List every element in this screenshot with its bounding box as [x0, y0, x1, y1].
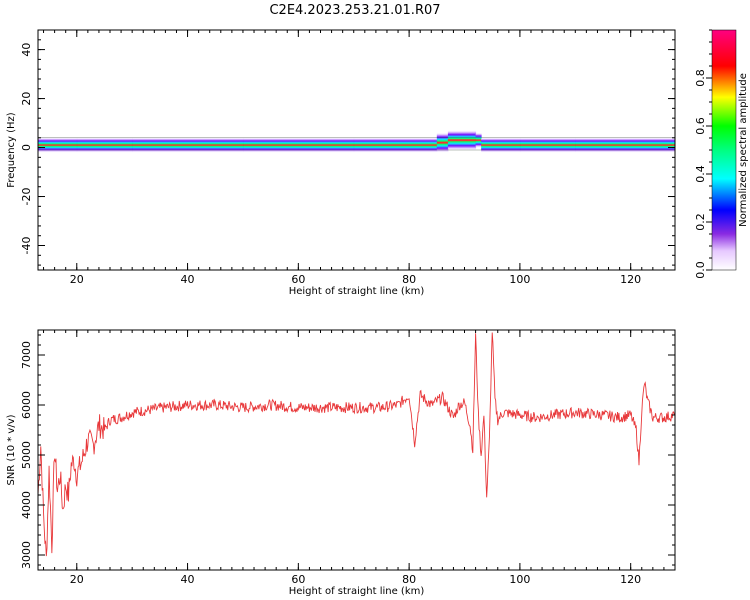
- y-tick-label: 40: [20, 43, 33, 57]
- x-tick-label: 80: [402, 273, 416, 286]
- figure-title: C2E4.2023.253.21.01.R07: [269, 3, 440, 18]
- spectral-band-segment: [76, 137, 133, 153]
- y-tick-label: 6000: [20, 391, 33, 419]
- y-tick-label: 4000: [20, 491, 33, 519]
- x-axis-label: Height of straight line (km): [289, 586, 425, 597]
- y-tick-label: 20: [20, 92, 33, 106]
- spectral-band-segment: [353, 137, 438, 153]
- x-tick-label: 80: [402, 573, 416, 586]
- x-tick-label: 20: [70, 573, 84, 586]
- colorbar-tick-label: 0.8: [694, 69, 707, 87]
- colorbar: 0.0 0.2 0.4 0.6 0.8 Normalized spectral ampli…: [694, 29, 749, 279]
- colorbar-gradient: [712, 30, 736, 270]
- spectral-band-segment: [519, 137, 576, 153]
- x-tick-label: 120: [620, 573, 641, 586]
- x-tick-label: 60: [291, 573, 305, 586]
- x-tick-label: 100: [509, 273, 530, 286]
- spectral-band-segment: [242, 137, 355, 153]
- y-tick-label: -40: [20, 237, 33, 255]
- colorbar-tick-label: 0.4: [694, 165, 707, 183]
- spectrogram-panel: 20 40 60 80 100 120 -40 -20 0 20 40 Height of strai…: [6, 29, 676, 297]
- x-tick-label: 60: [291, 273, 305, 286]
- x-axis-label: Height of straight line (km): [289, 286, 425, 297]
- y-tick-label: 5000: [20, 441, 33, 469]
- plot-frame: [37, 29, 676, 271]
- y-tick-label: 0: [20, 144, 33, 151]
- spectral-band-segment: [436, 132, 449, 153]
- spectral-band-segment: [447, 130, 477, 150]
- colorbar-tick-label: 0.0: [694, 261, 707, 279]
- colorbar-tick-label: 0.2: [694, 213, 707, 231]
- plot-background: [38, 330, 675, 570]
- colorbar-label: Normalized spectral amplitude: [738, 73, 749, 227]
- y-axis-label: Frequency (Hz): [6, 112, 17, 188]
- x-tick-label: 40: [181, 273, 195, 286]
- snr-series-line: [38, 332, 675, 557]
- y-tick-label: -20: [20, 188, 33, 206]
- spectral-band-segment: [38, 137, 78, 153]
- x-tick-label: 120: [620, 273, 641, 286]
- spectral-band-segment: [475, 132, 482, 148]
- x-tick-label: 100: [509, 573, 530, 586]
- plot-frame: [37, 329, 676, 571]
- x-tick-label: 20: [70, 273, 84, 286]
- y-tick-label: 3000: [20, 541, 33, 569]
- colorbar-tick-label: 0.6: [694, 117, 707, 135]
- snr-panel: 20 40 60 80 100 120 3000 4000 5000 6000 7000 Height…: [6, 329, 676, 597]
- spectral-band-segment: [132, 137, 244, 153]
- spectral-band-segment: [575, 137, 676, 153]
- x-tick-label: 40: [181, 573, 195, 586]
- y-axis-label: SNR (10 * v/v): [6, 414, 17, 485]
- y-tick-label: 7000: [20, 341, 33, 369]
- spectral-band-segment: [481, 137, 521, 153]
